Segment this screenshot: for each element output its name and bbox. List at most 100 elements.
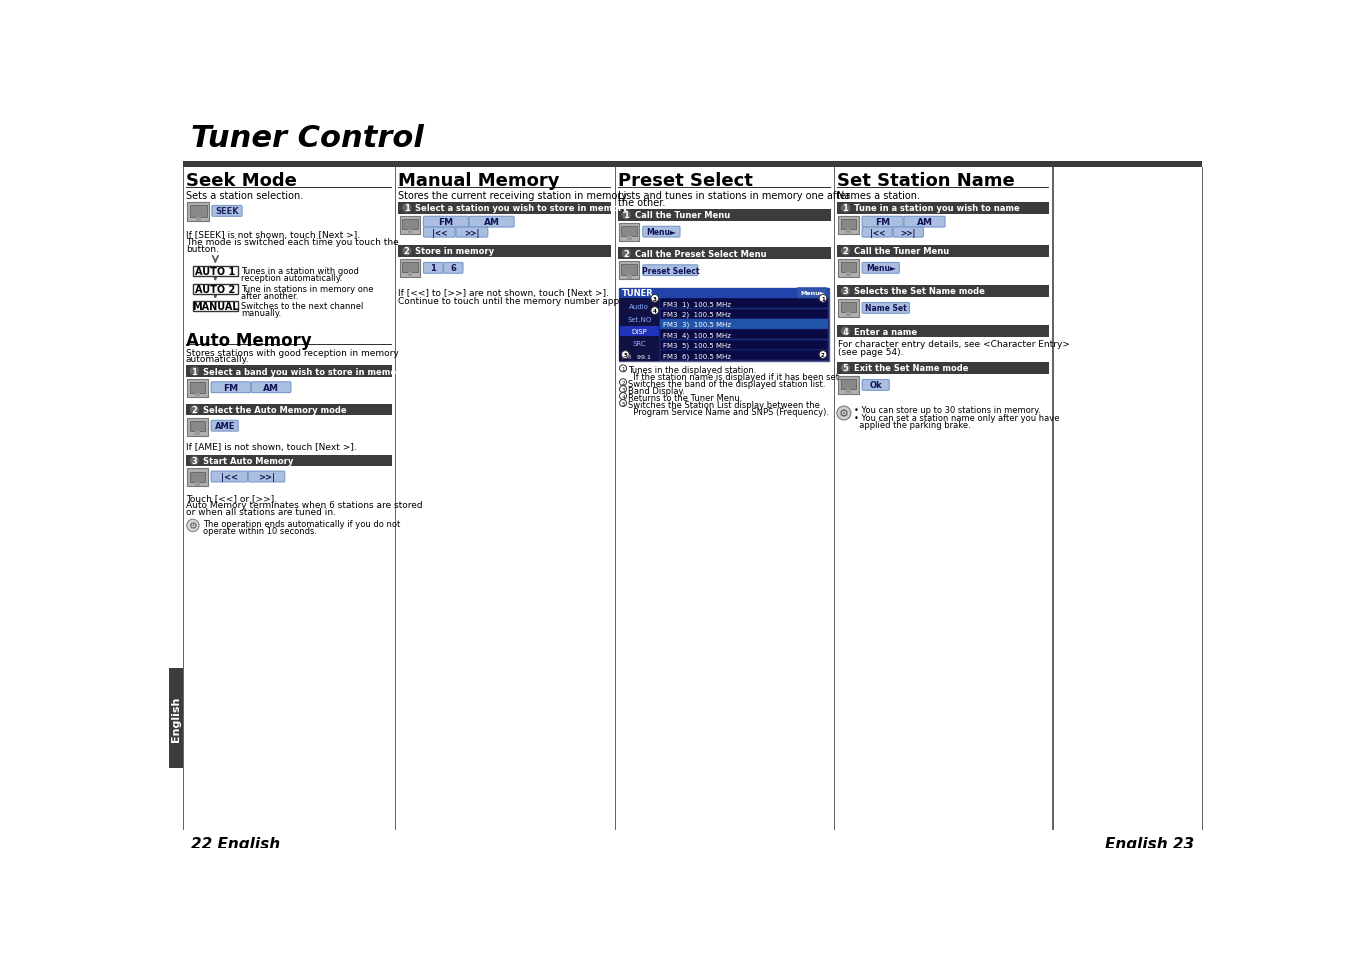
Bar <box>836 363 1050 375</box>
Bar <box>193 267 238 276</box>
Bar <box>189 472 205 482</box>
Text: Name Set: Name Set <box>865 304 907 314</box>
Text: (see page 54).: (see page 54). <box>839 348 904 356</box>
Bar <box>840 379 857 390</box>
FancyBboxPatch shape <box>893 228 923 238</box>
Bar <box>188 418 208 436</box>
Bar <box>661 299 828 309</box>
Text: 1: 1 <box>623 211 630 220</box>
Text: Selects the Set Name mode: Selects the Set Name mode <box>854 287 985 296</box>
Text: or when all stations are tuned in.: or when all stations are tuned in. <box>186 507 336 517</box>
Text: button.: button. <box>186 245 219 254</box>
Bar <box>400 216 420 234</box>
Text: AM: AM <box>263 383 280 393</box>
Text: English: English <box>170 696 181 740</box>
Text: 5: 5 <box>623 353 627 357</box>
Text: Switches the Station List display between the: Switches the Station List display betwee… <box>628 400 820 410</box>
FancyBboxPatch shape <box>211 421 238 432</box>
FancyBboxPatch shape <box>469 217 515 228</box>
Text: Menu►: Menu► <box>800 291 824 296</box>
Text: Seek Mode: Seek Mode <box>186 172 297 190</box>
FancyBboxPatch shape <box>457 228 488 238</box>
Bar <box>839 376 859 395</box>
Circle shape <box>403 204 412 213</box>
Text: FM: FM <box>438 218 454 227</box>
Bar <box>620 302 659 312</box>
Text: Switches to the next channel: Switches to the next channel <box>240 302 363 311</box>
Text: • You can store up to 30 stations in memory.: • You can store up to 30 stations in mem… <box>854 406 1040 415</box>
Bar <box>408 230 412 233</box>
Bar <box>839 216 859 234</box>
Bar <box>836 246 1050 257</box>
Text: Tunes in the displayed station.: Tunes in the displayed station. <box>628 366 757 375</box>
Text: If the station name is displayed if it has been set.: If the station name is displayed if it h… <box>628 373 842 382</box>
Circle shape <box>621 211 631 220</box>
Text: Enter a name: Enter a name <box>854 327 917 336</box>
Text: FM: FM <box>875 218 890 227</box>
Circle shape <box>819 295 827 303</box>
FancyBboxPatch shape <box>212 206 242 217</box>
Text: Names a station.: Names a station. <box>836 191 920 200</box>
FancyBboxPatch shape <box>251 382 290 394</box>
Text: For character entry details, see <Character Entry>: For character entry details, see <Charac… <box>839 339 1070 349</box>
Text: Store in memory: Store in memory <box>415 247 494 256</box>
Text: The mode is switched each time you touch the: The mode is switched each time you touch… <box>186 238 399 247</box>
Text: Tune in a station you wish to name: Tune in a station you wish to name <box>854 204 1020 213</box>
Circle shape <box>621 250 631 258</box>
Text: Select a station you wish to store in memory: Select a station you wish to store in me… <box>415 204 628 213</box>
Text: Tunes in a station with good: Tunes in a station with good <box>240 267 359 275</box>
FancyBboxPatch shape <box>862 217 904 228</box>
Text: 5: 5 <box>621 401 624 406</box>
Bar <box>169 668 182 768</box>
Text: AM: AM <box>484 218 500 227</box>
Circle shape <box>836 407 851 420</box>
Text: Band Display.: Band Display. <box>628 387 685 395</box>
Text: Menu►: Menu► <box>646 228 677 237</box>
Text: 1: 1 <box>621 367 624 372</box>
Text: 3: 3 <box>192 456 197 465</box>
Text: 4: 4 <box>653 309 657 314</box>
Text: 1: 1 <box>192 367 197 376</box>
Circle shape <box>840 364 850 374</box>
Text: Set Station Name: Set Station Name <box>836 172 1015 190</box>
Text: Call the Tuner Menu: Call the Tuner Menu <box>854 247 950 256</box>
Text: 1: 1 <box>843 204 848 213</box>
Bar <box>188 203 209 222</box>
Circle shape <box>620 379 627 386</box>
Circle shape <box>189 456 199 465</box>
Bar <box>839 300 859 317</box>
Bar <box>661 351 828 361</box>
Text: >>|: >>| <box>258 473 276 481</box>
Bar <box>400 260 420 277</box>
Bar <box>188 469 208 487</box>
Bar <box>186 456 392 467</box>
Text: The operation ends automatically if you do not: The operation ends automatically if you … <box>203 519 400 529</box>
Circle shape <box>651 308 659 315</box>
Text: 1: 1 <box>430 264 436 274</box>
Circle shape <box>840 204 850 213</box>
Text: If [<<] to [>>] are not shown, touch [Next >].: If [<<] to [>>] are not shown, touch [Ne… <box>399 289 609 298</box>
Text: 3: 3 <box>653 296 657 301</box>
Text: AM: AM <box>916 218 932 227</box>
Text: Manual Memory: Manual Memory <box>399 172 559 190</box>
Text: FM3  3)  100.5 MHz: FM3 3) 100.5 MHz <box>662 321 731 328</box>
Text: 3: 3 <box>621 387 624 393</box>
Bar <box>846 230 851 233</box>
FancyBboxPatch shape <box>643 266 698 276</box>
Text: FM   99.1: FM 99.1 <box>623 355 651 359</box>
Text: manually.: manually. <box>240 309 281 318</box>
Text: Call the Preset Select Menu: Call the Preset Select Menu <box>635 250 766 258</box>
Bar <box>661 330 828 340</box>
Text: MANUAL: MANUAL <box>192 302 239 312</box>
Text: Touch [<<] or [>>].: Touch [<<] or [>>]. <box>186 494 277 502</box>
Text: Returns to the Tuner Menu.: Returns to the Tuner Menu. <box>628 394 743 402</box>
Bar <box>836 326 1050 337</box>
FancyBboxPatch shape <box>862 228 893 238</box>
Bar <box>661 320 828 330</box>
Text: Preset Select: Preset Select <box>617 172 753 190</box>
Circle shape <box>621 352 630 359</box>
Bar <box>840 220 857 230</box>
Bar <box>399 203 612 214</box>
Bar <box>186 366 392 377</box>
FancyBboxPatch shape <box>211 382 251 394</box>
